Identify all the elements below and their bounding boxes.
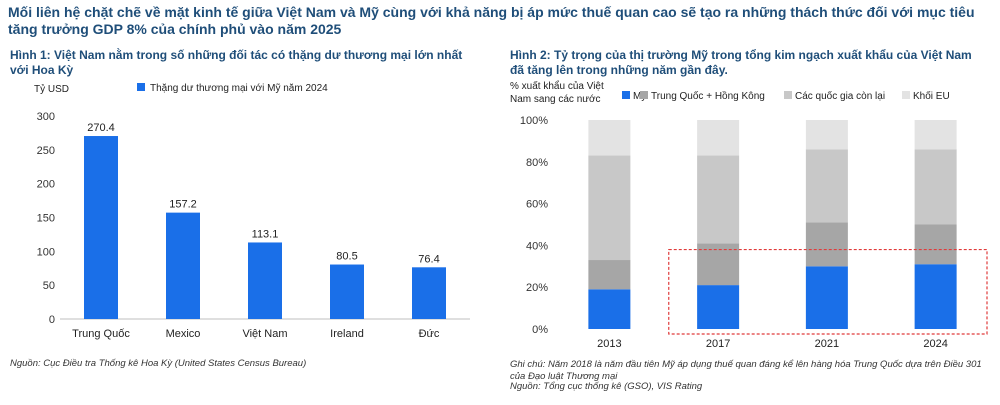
- y-tick-label: 50: [43, 280, 55, 292]
- y-tick-label: 0%: [532, 324, 548, 336]
- bar-value-label: 113.1: [252, 228, 279, 240]
- y-tick-label: 300: [37, 111, 55, 123]
- legend-label-1: Trung Quốc + Hồng Kông: [651, 90, 765, 102]
- x-tick-label: Mexico: [166, 328, 201, 340]
- bar-value-label: 76.4: [418, 253, 439, 265]
- bar-2013-0: [588, 289, 631, 329]
- bar-2021-3: [805, 120, 848, 150]
- bar-2021-0: [805, 266, 848, 329]
- legend-label-2: Các quốc gia còn lại: [795, 90, 885, 102]
- x-tick-label: Việt Nam: [242, 328, 287, 340]
- legend-swatch-3: [902, 91, 910, 99]
- x-tick-label: Ireland: [330, 328, 364, 340]
- bar-2013-3: [588, 120, 631, 156]
- figure2-source: Nguồn: Tổng cục thống kê (GSO), VIS Rati…: [510, 381, 703, 392]
- headline: Mối liên hệ chặt chẽ về mặt kinh tế giữa…: [8, 4, 975, 37]
- x-tick-label: 2021: [815, 338, 839, 350]
- bar-4: [412, 267, 446, 319]
- figure1-title: Hình 1: Việt Nam nằm trong số những đối …: [10, 48, 463, 77]
- bar-2024-3: [914, 120, 957, 150]
- x-tick-label: 2017: [706, 338, 730, 350]
- bar-2017-1: [697, 243, 740, 286]
- x-tick-label: 2013: [597, 338, 621, 350]
- y-tick-label: 40%: [526, 240, 548, 252]
- y-tick-label: 150: [37, 213, 55, 225]
- bar-1: [166, 212, 200, 319]
- bar-2024-1: [914, 224, 957, 265]
- y-tick-label: 80%: [526, 157, 548, 169]
- bar-2021-2: [805, 149, 848, 223]
- bar-2024-0: [914, 264, 957, 329]
- bar-2013-2: [588, 155, 631, 261]
- bar-value-label: 270.4: [87, 122, 115, 134]
- legend-label-3: Khối EU: [913, 90, 950, 102]
- bar-value-label: 80.5: [336, 251, 357, 263]
- y-tick-label: 0: [49, 314, 55, 326]
- y-tick-label: 20%: [526, 282, 548, 294]
- bar-value-label: 157.2: [169, 199, 197, 211]
- bar-2017-0: [697, 285, 740, 329]
- bar-2017-3: [697, 120, 740, 156]
- bar-2021-1: [805, 222, 848, 267]
- figure1-source: Nguồn: Cục Điều tra Thống kê Hoa Kỳ (Uni…: [10, 358, 307, 369]
- stacked-bar-chart-export-share: % xuất khẩu của Việt Nam sang các nước Mỹ T…: [510, 80, 988, 350]
- bar-2017-2: [697, 155, 740, 244]
- bar-chart-trade-surplus: Tỷ USD Thặng dư thương mại với Mỹ năm 202…: [34, 83, 470, 340]
- y-tick-label: 60%: [526, 199, 548, 211]
- x-tick-label: Trung Quốc: [72, 328, 130, 340]
- x-tick-label: 2024: [923, 338, 947, 350]
- legend-swatch-2: [784, 91, 792, 99]
- y-tick-label: 100: [37, 246, 55, 258]
- legend-label: Thặng dư thương mại với Mỹ năm 2024: [150, 83, 328, 94]
- bar-2: [248, 242, 282, 319]
- y-axis-title: Tỷ USD: [34, 83, 69, 95]
- legend-swatch: [137, 83, 145, 91]
- y-tick-label: 100%: [520, 115, 548, 127]
- y-axis-title: % xuất khẩu của Việt Nam sang các nước: [510, 80, 604, 105]
- highlight-box: [668, 248, 988, 335]
- bar-3: [330, 264, 364, 319]
- figure2-title: Hình 2: Tỷ trọng của thị trường Mỹ trong…: [510, 48, 972, 77]
- bar-2013-1: [588, 260, 631, 290]
- legend-swatch-1: [640, 91, 648, 99]
- legend-label-0: Mỹ: [633, 91, 646, 102]
- y-tick-label: 200: [37, 179, 55, 191]
- y-tick-label: 250: [37, 145, 55, 157]
- x-tick-label: Đức: [419, 328, 440, 340]
- bar-2024-2: [914, 149, 957, 225]
- figure2-note: Ghi chú: Năm 2018 là năm đầu tiên Mỹ áp …: [510, 359, 982, 382]
- bar-0: [84, 136, 118, 319]
- legend-swatch-0: [622, 91, 630, 99]
